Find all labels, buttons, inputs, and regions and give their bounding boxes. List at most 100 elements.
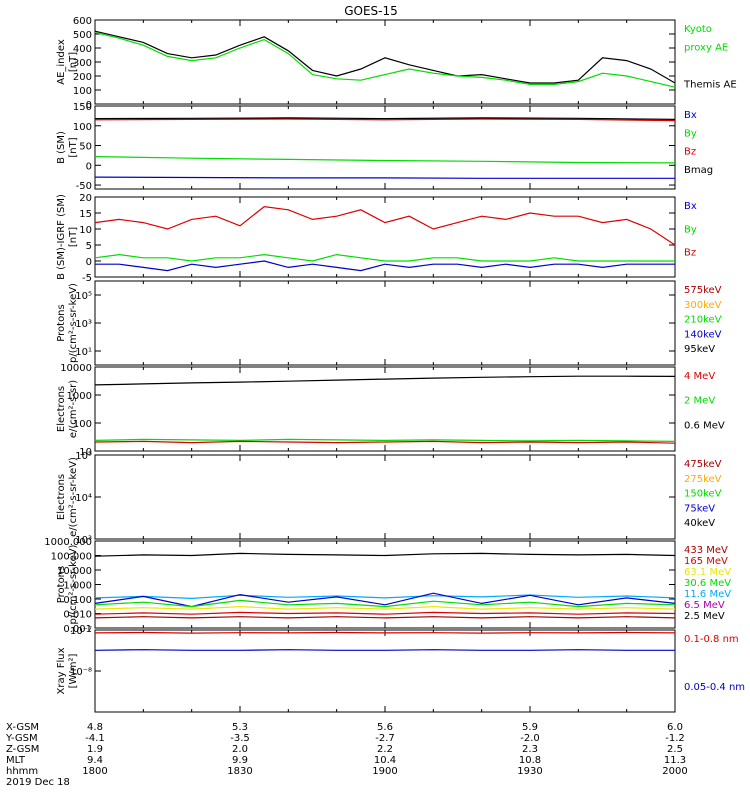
x-row-label: 2019 Dec 18 [6, 777, 70, 788]
y-axis-label: Xray Flux [56, 647, 67, 694]
x-axis-value: 11.3 [664, 755, 686, 766]
legend-entry: Bz [684, 147, 696, 158]
series-line [94, 117, 676, 120]
series-line [94, 611, 676, 615]
y-tick-label: 10 [79, 225, 92, 236]
series-line [94, 205, 676, 246]
series-line [94, 156, 676, 164]
y-tick-label: 0 [86, 257, 92, 268]
x-row-label: Z-GSM [6, 744, 39, 755]
x-axis-value: -2.7 [375, 733, 395, 744]
y-tick-label: 500 [73, 30, 92, 41]
y-tick-label: 200 [73, 72, 92, 83]
series-line [94, 592, 676, 608]
y-tick-label: 10³ [75, 535, 92, 546]
x-axis-value: 10.8 [519, 755, 541, 766]
series-line [94, 253, 675, 262]
y-axis-units: p/(cm²-s-sr-keV) [68, 544, 79, 624]
y-tick-label: 10¹ [75, 347, 92, 358]
series-line [94, 631, 676, 634]
x-row-label: X-GSM [6, 722, 39, 733]
x-axis-value: 1800 [82, 766, 107, 777]
panel-5: 10 100 1000 10000 Electrons e/(cm²-s-sr) 4 MeV… [56, 363, 725, 458]
y-tick-label: -5 [82, 273, 92, 284]
panel-frame [94, 540, 676, 629]
x-axis-value: 2.5 [667, 744, 683, 755]
x-axis-value: 2.0 [232, 744, 248, 755]
series-line [94, 605, 676, 610]
x-axis-value: 6.0 [667, 722, 683, 733]
legend-entry: 2 MeV [684, 396, 715, 407]
x-axis-value: 1900 [372, 766, 397, 777]
legend-entry: By [684, 224, 697, 235]
y-tick-label: 100 [73, 86, 92, 97]
y-axis-units: [nT] [68, 137, 79, 157]
series-line [94, 375, 676, 386]
series-line [94, 118, 676, 122]
y-tick-label: 150 [73, 102, 92, 113]
y-tick-label: 10⁵ [75, 291, 92, 302]
y-axis-units: e/(cm²-s-sr) [68, 380, 79, 438]
x-axis-value: 4.8 [87, 722, 103, 733]
y-tick-label: 10⁻⁷ [70, 626, 92, 637]
y-axis-units: [W/m²] [68, 653, 79, 688]
legend-entry: 0.1-0.8 nm [684, 634, 739, 645]
legend-entry: Bmag [684, 165, 713, 176]
y-tick-label: 10³ [75, 319, 92, 330]
y-tick-label: 10⁻⁸ [70, 667, 92, 678]
panel-7: 0.001 0.010 0.100 1.000 10.000 100.000 1000.00… [44, 537, 731, 635]
x-row-label: hhmm [6, 766, 38, 777]
legend-entry: 6.5 MeV [684, 600, 725, 611]
legend-entry: 150keV [684, 489, 722, 500]
legend-entry: 475keV [684, 459, 722, 470]
y-axis-label: B (SM) [56, 131, 67, 164]
x-axis-value: 2.3 [522, 744, 538, 755]
y-tick-label: 0.100 [63, 595, 92, 606]
y-tick-label: 100 [73, 419, 92, 430]
legend-entry: 300keV [684, 300, 722, 311]
series-line [95, 260, 675, 272]
y-tick-label: 400 [73, 44, 92, 55]
legend-entry: 2.5 MeV [684, 611, 725, 622]
y-tick-label: 5 [86, 241, 92, 252]
y-tick-label: 300 [73, 58, 92, 69]
y-tick-label: 1000.000 [44, 537, 92, 548]
x-axis-value: 5.3 [232, 722, 248, 733]
y-tick-label: 1000 [67, 391, 92, 402]
legend-entry: 75keV [684, 503, 715, 514]
y-tick-label: 10 [79, 447, 92, 458]
panel-3: -5 0 5 10 15 20 B (SM)-IGRF (SM) [nT] Bx By Bz [56, 193, 697, 284]
y-tick-label: 100.000 [51, 552, 92, 563]
legend-entry: 0.6 MeV [684, 420, 725, 431]
panel-2: -50 0 50 100 150 B (SM) [nT] Bx By Bz Bmag [56, 102, 713, 192]
x-axis-value: 2.2 [377, 744, 393, 755]
legend-entry: 165 MeV [684, 556, 728, 567]
x-axis-value: 5.9 [522, 722, 538, 733]
series-line [94, 30, 676, 84]
series-line [94, 616, 676, 619]
legend-entry: 40keV [684, 518, 715, 529]
y-tick-label: 50 [79, 142, 92, 153]
y-axis-label: B (SM)-IGRF (SM) [56, 194, 67, 280]
y-tick-label: 10⁵ [75, 451, 92, 462]
y-axis-label: AE_index [56, 39, 67, 85]
x-axis-value: 9.4 [87, 755, 103, 766]
y-tick-label: 0.001 [63, 624, 92, 635]
series-line [94, 176, 675, 179]
panel-6: 10³ 10⁴ 10⁵ Electrons e/(cm²-s-sr-keV) 475keV… [56, 451, 722, 546]
legend-entry: 4 MeV [684, 371, 715, 382]
y-axis-units: [nT] [68, 227, 79, 247]
series-line [94, 599, 676, 608]
x-axis-value: 10.4 [374, 755, 396, 766]
panel-frame [94, 454, 676, 540]
panel-4: 10¹ 10³ 10⁵ Protons p/(cm²-s-sr-keV) 575keV 30… [56, 280, 722, 366]
y-tick-label: 600 [73, 16, 92, 27]
x-axis-value: -1.2 [665, 733, 685, 744]
legend-entry: 575keV [684, 285, 722, 296]
y-axis-label: Protons [56, 566, 67, 603]
legend-entry: Bz [684, 248, 696, 259]
legend-entry: 210keV [684, 315, 722, 326]
y-axis-units: p/(cm²-s-sr-keV) [68, 283, 79, 363]
